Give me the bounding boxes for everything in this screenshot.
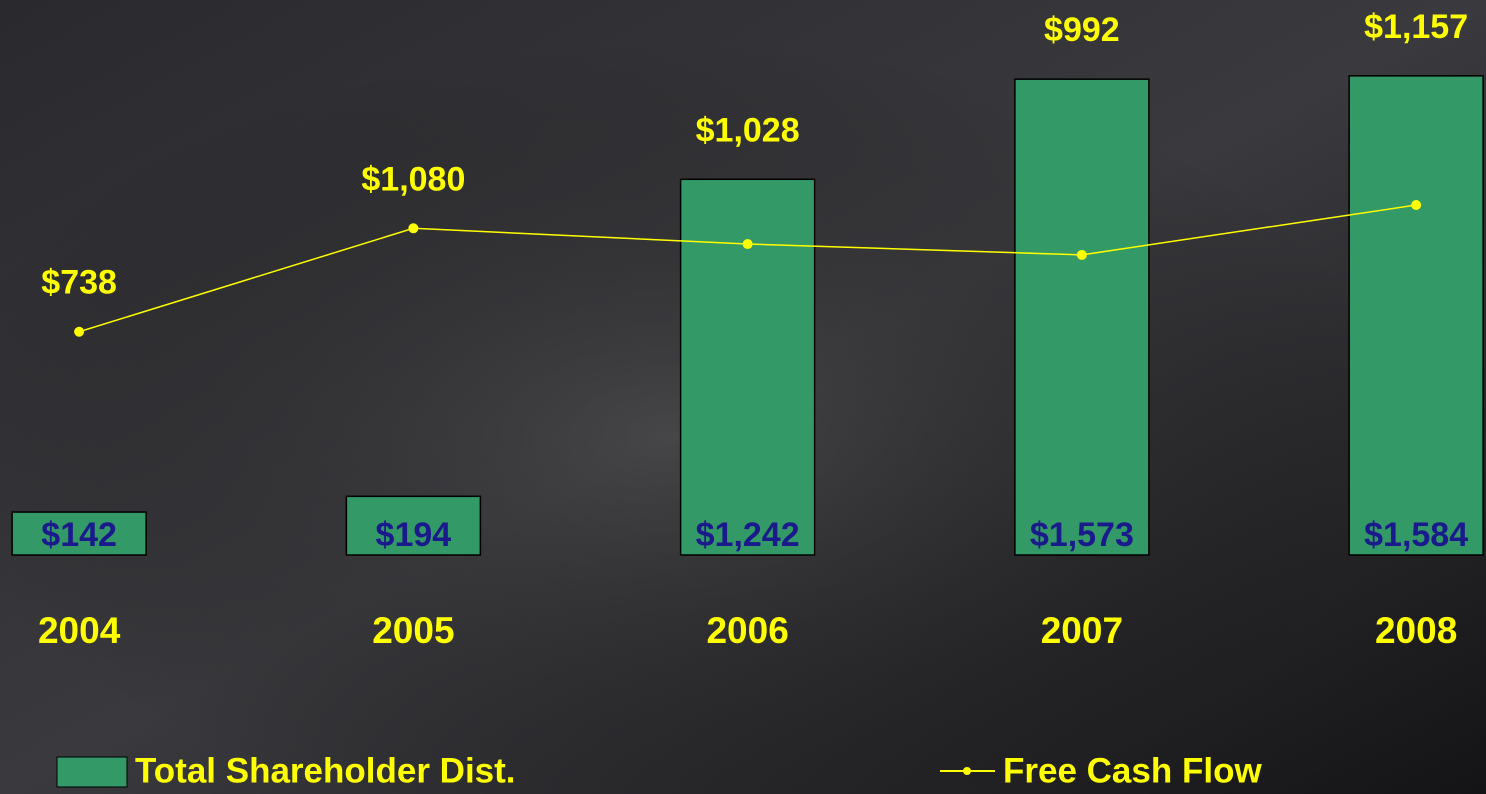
plot: 2004 2005 2006 2007 2008 $142 $194 $1,242 $1,573… bbox=[11, 8, 1484, 651]
line-marker bbox=[408, 223, 419, 234]
line-marker bbox=[1076, 249, 1087, 260]
legend: Total Shareholder Dist. Free Cash Flow bbox=[56, 751, 1262, 790]
legend-swatch bbox=[56, 756, 128, 788]
bar bbox=[11, 511, 147, 556]
line-value-label: $992 bbox=[1044, 11, 1120, 49]
bar-value-label: $1,584 bbox=[1364, 516, 1468, 554]
bar bbox=[1014, 78, 1150, 556]
bar-value-label: $142 bbox=[41, 516, 117, 554]
line-marker bbox=[74, 326, 85, 337]
x-tick-label: 2008 bbox=[1375, 610, 1457, 651]
bar bbox=[679, 178, 816, 556]
bar bbox=[345, 495, 482, 556]
line-value-label: $1,157 bbox=[1364, 8, 1468, 46]
line-value-label: $738 bbox=[41, 264, 117, 302]
bar-value-label: $194 bbox=[376, 516, 452, 554]
x-tick-label: 2007 bbox=[1041, 610, 1123, 651]
line-marker bbox=[742, 239, 753, 250]
legend-marker bbox=[963, 767, 971, 775]
legend-label: Total Shareholder Dist. bbox=[135, 751, 516, 790]
line-marker bbox=[1411, 200, 1422, 211]
bar bbox=[1348, 75, 1484, 556]
line-value-label: $1,080 bbox=[361, 160, 465, 198]
line-value-label: $1,028 bbox=[696, 111, 800, 149]
x-tick-label: 2004 bbox=[38, 610, 121, 651]
bar-value-label: $1,242 bbox=[696, 516, 800, 554]
x-tick-label: 2005 bbox=[372, 610, 454, 651]
legend-label: Free Cash Flow bbox=[1003, 751, 1262, 790]
x-tick-label: 2006 bbox=[706, 610, 788, 651]
bar-value-label: $1,573 bbox=[1030, 516, 1134, 554]
